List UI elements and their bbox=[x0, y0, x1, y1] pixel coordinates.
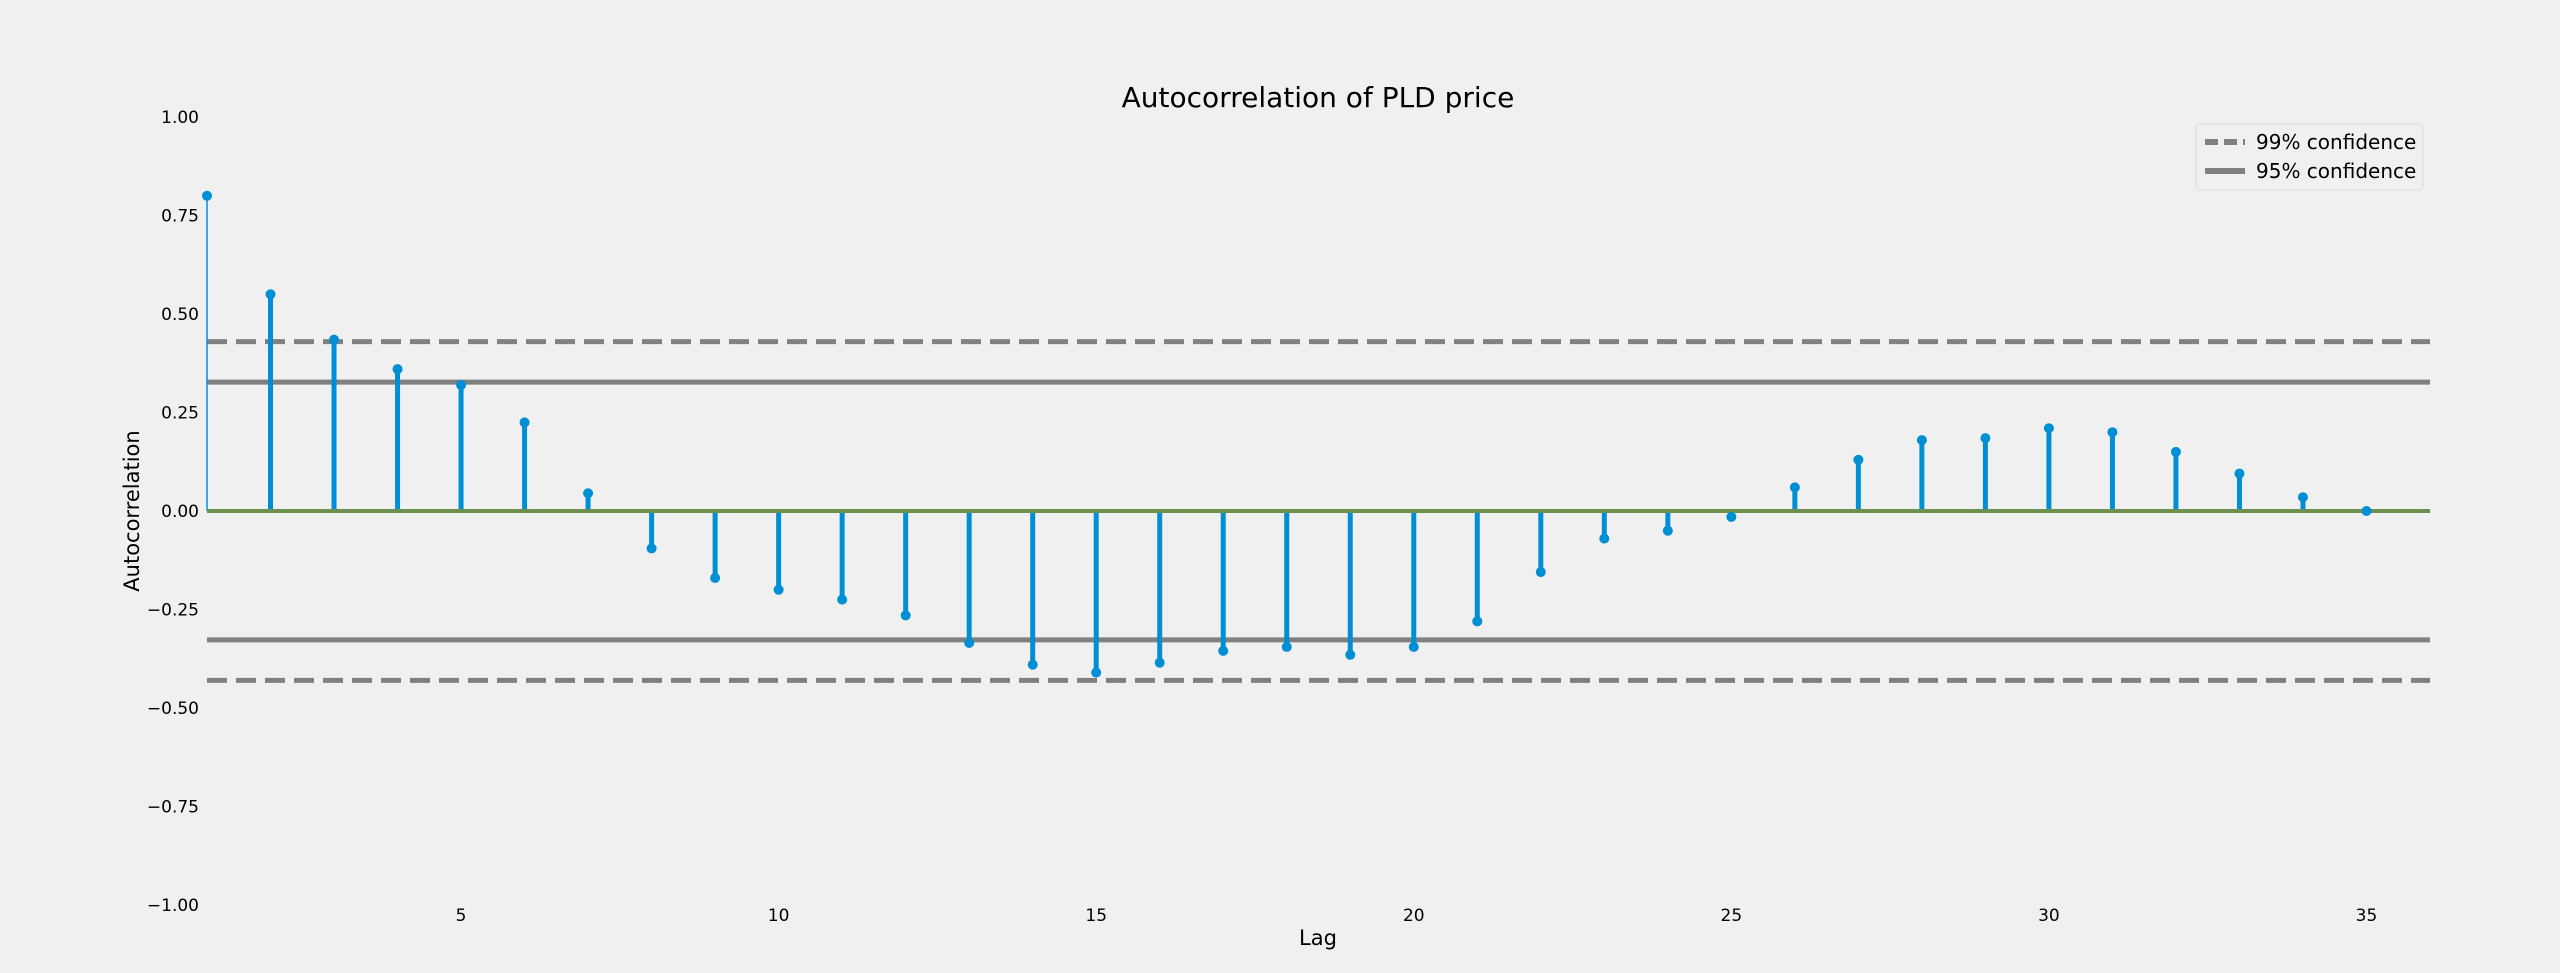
marker-lag-25 bbox=[1726, 511, 1737, 522]
marker-lag-28 bbox=[1916, 435, 1927, 446]
marker-lag-2 bbox=[265, 289, 276, 300]
marker-lag-16 bbox=[1154, 657, 1165, 668]
y-axis-label: Autocorrelation bbox=[120, 430, 144, 591]
confidence-lines bbox=[207, 339, 2430, 683]
y-tick-2: 0.50 bbox=[161, 305, 199, 325]
marker-lag-17 bbox=[1218, 645, 1229, 656]
x-tick-35: 35 bbox=[2356, 906, 2378, 926]
y-tick-labels: 1.00 0.75 0.50 0.25 0.00 −0.25 −0.50 −0.75 −1.00 bbox=[147, 108, 199, 916]
markers-group bbox=[202, 190, 2372, 678]
x-tick-30: 30 bbox=[2038, 906, 2060, 926]
marker-lag-23 bbox=[1599, 533, 1610, 544]
marker-lag-10 bbox=[773, 584, 784, 595]
stems-group bbox=[206, 195, 2306, 673]
marker-lag-1 bbox=[202, 190, 212, 201]
marker-lag-18 bbox=[1281, 641, 1292, 652]
x-tick-labels: 5 10 15 20 25 30 35 bbox=[456, 906, 2378, 926]
marker-lag-14 bbox=[1027, 659, 1038, 670]
marker-lag-31 bbox=[2107, 427, 2118, 438]
marker-lag-22 bbox=[1535, 567, 1546, 578]
marker-lag-27 bbox=[1853, 454, 1864, 465]
y-tick-4: 0.00 bbox=[161, 502, 199, 522]
x-tick-5: 5 bbox=[456, 906, 467, 926]
y-tick-5: −0.25 bbox=[147, 601, 199, 621]
marker-lag-29 bbox=[1980, 433, 1991, 444]
marker-lag-21 bbox=[1472, 616, 1483, 627]
marker-lag-15 bbox=[1091, 667, 1102, 678]
legend-95-label: 95% confidence bbox=[2256, 159, 2416, 183]
marker-lag-6 bbox=[519, 417, 530, 428]
x-axis-label: Lag bbox=[1299, 926, 1337, 950]
x-tick-20: 20 bbox=[1403, 906, 1425, 926]
y-tick-7: −0.75 bbox=[147, 798, 199, 818]
x-tick-15: 15 bbox=[1085, 906, 1107, 926]
marker-lag-12 bbox=[900, 610, 911, 621]
marker-lag-20 bbox=[1408, 641, 1419, 652]
y-tick-0: 1.00 bbox=[161, 108, 199, 128]
marker-lag-24 bbox=[1662, 525, 1673, 536]
y-tick-3: 0.25 bbox=[161, 404, 199, 424]
marker-lag-30 bbox=[2043, 423, 2054, 434]
legend-99-label: 99% confidence bbox=[2256, 130, 2416, 154]
chart-title: Autocorrelation of PLD price bbox=[1122, 81, 1515, 114]
y-tick-1: 0.75 bbox=[161, 207, 199, 227]
marker-lag-4 bbox=[392, 364, 403, 375]
marker-lag-35 bbox=[2361, 506, 2372, 516]
y-tick-8: −1.00 bbox=[147, 896, 199, 916]
marker-lag-9 bbox=[710, 572, 721, 583]
marker-lag-13 bbox=[964, 637, 975, 648]
marker-lag-33 bbox=[2234, 468, 2245, 479]
marker-lag-5 bbox=[456, 379, 467, 390]
marker-lag-32 bbox=[2170, 446, 2181, 457]
y-tick-6: −0.50 bbox=[147, 699, 199, 719]
legend-box bbox=[2195, 123, 2424, 191]
x-tick-25: 25 bbox=[1721, 906, 1743, 926]
x-tick-10: 10 bbox=[768, 906, 790, 926]
marker-lag-11 bbox=[837, 594, 848, 605]
marker-lag-19 bbox=[1345, 649, 1356, 660]
marker-lag-3 bbox=[329, 334, 340, 345]
marker-lag-7 bbox=[583, 488, 594, 499]
marker-lag-8 bbox=[646, 543, 657, 554]
marker-lag-26 bbox=[1789, 482, 1800, 493]
marker-lag-34 bbox=[2297, 492, 2308, 503]
legend: 99% confidence 95% confidence bbox=[2195, 123, 2424, 191]
